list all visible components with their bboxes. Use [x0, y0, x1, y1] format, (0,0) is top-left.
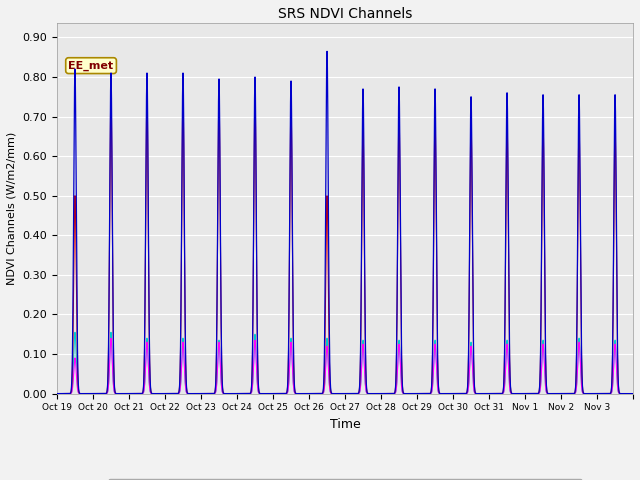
Text: EE_met: EE_met [68, 60, 114, 71]
Title: SRS NDVI Channels: SRS NDVI Channels [278, 7, 412, 21]
X-axis label: Time: Time [330, 418, 360, 431]
Y-axis label: NDVI Channels (W/m2/mm): NDVI Channels (W/m2/mm) [7, 132, 17, 285]
Legend: NDVI_650in, NDVI_810in, NDVI_650out, NDVI_810out: NDVI_650in, NDVI_810in, NDVI_650out, NDV… [108, 479, 582, 480]
